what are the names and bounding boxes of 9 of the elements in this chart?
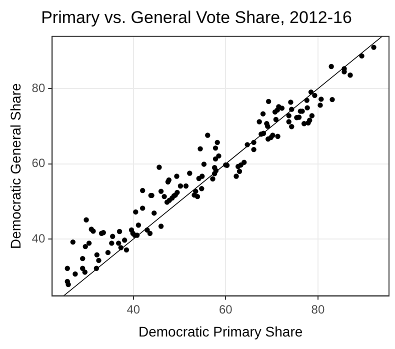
x-axis-title: Democratic Primary Share [138,323,303,340]
y-tick-label: 60 [32,156,46,170]
x-tick-label: 60 [218,302,233,316]
y-tick-label: 80 [32,80,46,95]
y-tick-label: 40 [32,231,46,246]
chart-title: Primary vs. General Vote Share, 2012-16 [41,8,352,27]
y-axis-title: Democratic General Share [7,83,24,249]
x-tick-label: 40 [126,302,140,316]
x-tick-label: 80 [311,302,325,316]
